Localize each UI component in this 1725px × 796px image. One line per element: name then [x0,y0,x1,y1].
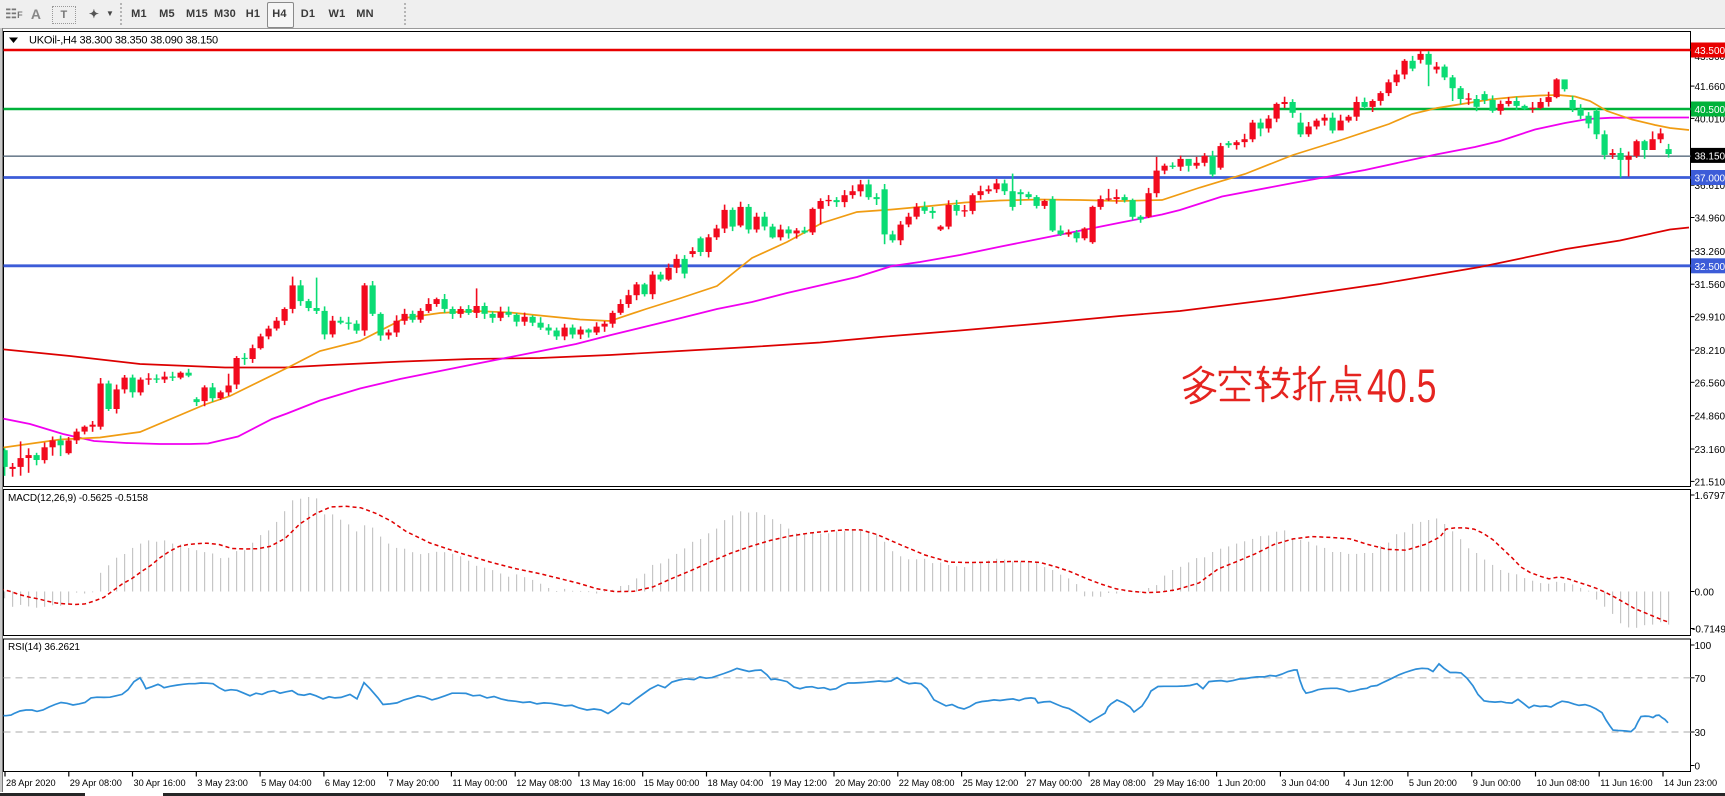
svg-text:20 May 20:00: 20 May 20:00 [835,778,891,788]
svg-text:3 May 23:00: 3 May 23:00 [197,778,248,788]
svg-text:15 May 00:00: 15 May 00:00 [644,778,700,788]
svg-text:0: 0 [1695,762,1701,773]
svg-text:13 May 16:00: 13 May 16:00 [580,778,636,788]
svg-text:31.560: 31.560 [1695,280,1725,291]
svg-text:28 May 08:00: 28 May 08:00 [1090,778,1146,788]
svg-text:40.5: 40.5 [1367,359,1437,412]
svg-text:34.960: 34.960 [1695,214,1725,225]
svg-text:3 Jun 04:00: 3 Jun 04:00 [1281,778,1329,788]
svg-text:33.260: 33.260 [1695,247,1725,258]
svg-text:RSI(14) 36.2621: RSI(14) 36.2621 [8,642,80,653]
svg-text:24.860: 24.860 [1695,412,1725,423]
svg-text:40.010: 40.010 [1695,114,1725,125]
svg-text:29.910: 29.910 [1695,313,1725,324]
svg-text:MACD(12,26,9) -0.5625 -0.5158: MACD(12,26,9) -0.5625 -0.5158 [8,493,148,504]
svg-text:UKOil-,H4 38.300 38.350 38.09: UKOil-,H4 38.300 38.350 38.090 38.150 [29,35,218,47]
svg-text:36.610: 36.610 [1695,181,1725,192]
svg-text:11 Jun 16:00: 11 Jun 16:00 [1600,778,1652,788]
svg-text:6 May 12:00: 6 May 12:00 [325,778,376,788]
svg-text:30: 30 [1695,728,1707,739]
svg-text:28 Apr 2020: 28 Apr 2020 [6,778,56,788]
svg-text:27 May 00:00: 27 May 00:00 [1026,778,1082,788]
svg-text:12 May 08:00: 12 May 08:00 [516,778,572,788]
svg-text:23.160: 23.160 [1695,445,1725,456]
svg-text:14 Jun 23:00: 14 Jun 23:00 [1664,778,1717,788]
svg-text:30 Apr 16:00: 30 Apr 16:00 [134,778,186,788]
svg-text:4 Jun 12:00: 4 Jun 12:00 [1345,778,1393,788]
svg-text:5 May 04:00: 5 May 04:00 [261,778,312,788]
svg-text:41.660: 41.660 [1695,82,1725,93]
svg-text:1 Jun 20:00: 1 Jun 20:00 [1218,778,1266,788]
svg-text:9 Jun 00:00: 9 Jun 00:00 [1473,778,1521,788]
svg-text:26.560: 26.560 [1695,378,1725,389]
svg-text:29 May 16:00: 29 May 16:00 [1154,778,1210,788]
svg-text:1.6797: 1.6797 [1695,491,1725,502]
svg-text:19 May 12:00: 19 May 12:00 [771,778,827,788]
svg-text:29 Apr 08:00: 29 Apr 08:00 [70,778,122,788]
svg-text:5 Jun 20:00: 5 Jun 20:00 [1409,778,1457,788]
svg-text:70: 70 [1695,674,1707,685]
svg-text:43.500: 43.500 [1695,46,1725,57]
svg-text:18 May 04:00: 18 May 04:00 [708,778,764,788]
svg-text:21.510: 21.510 [1695,477,1725,488]
svg-text:100: 100 [1695,641,1712,652]
svg-text:38.150: 38.150 [1695,151,1725,162]
svg-text:7 May 20:00: 7 May 20:00 [389,778,440,788]
svg-text:0.00: 0.00 [1695,588,1715,599]
svg-text:22 May 08:00: 22 May 08:00 [899,778,955,788]
svg-text:10 Jun 08:00: 10 Jun 08:00 [1537,778,1590,788]
svg-text:28.210: 28.210 [1695,346,1725,357]
svg-text:25 May 12:00: 25 May 12:00 [963,778,1019,788]
svg-text:11 May 00:00: 11 May 00:00 [452,778,507,788]
svg-text:-0.7149: -0.7149 [1692,625,1725,636]
svg-text:32.500: 32.500 [1695,262,1725,273]
svg-text:40.500: 40.500 [1695,105,1725,116]
svg-text:37.000: 37.000 [1695,174,1725,185]
